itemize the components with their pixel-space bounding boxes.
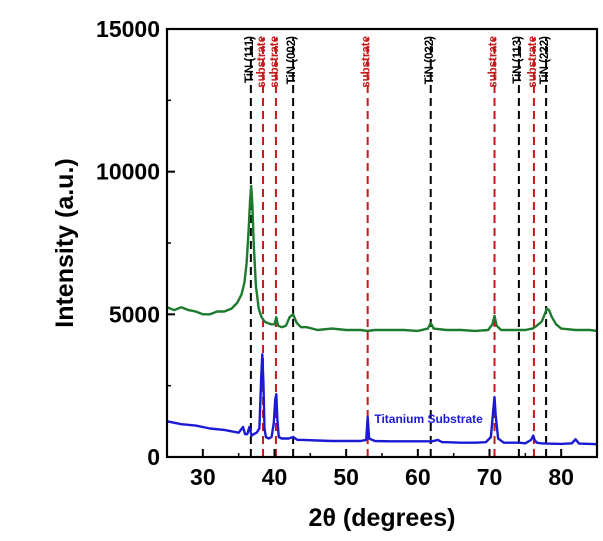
plot-frame <box>165 27 599 459</box>
x-tick-label-1: 40 <box>262 464 288 490</box>
reference-label-5: TiN (022) <box>424 36 436 85</box>
x-tick-label-5: 80 <box>548 464 574 490</box>
reference-label-1: substrate <box>256 36 268 88</box>
reference-label-8: substrate <box>527 36 539 88</box>
x-tick-label-2: 50 <box>333 464 359 490</box>
y-tick-label-2: 10000 <box>96 159 160 185</box>
titanium-substrate-annotation: Titanium Substrate <box>374 412 483 426</box>
y-tick-label-1: 5000 <box>109 301 160 327</box>
x-axis-title: 2θ (degrees) <box>309 504 456 532</box>
reference-label-4: substrate <box>361 36 373 88</box>
axes: 30 40 50 60 70 80 0 5000 10000 15000 <box>96 16 598 490</box>
x-tick-label-4: 70 <box>477 464 503 490</box>
reference-lines: TiN (111) substrate substrate TiN (002) subs… <box>244 36 551 457</box>
series-lines <box>166 184 598 446</box>
reference-label-7: TiN (113) <box>512 36 524 84</box>
x-tick-label-3: 60 <box>405 464 431 490</box>
y-tick-label-0: 0 <box>147 444 160 470</box>
series-line-0 <box>166 184 598 333</box>
reference-label-3: TiN (002) <box>286 36 298 85</box>
y-tick-label-3: 15000 <box>96 16 160 42</box>
reference-label-2: substrate <box>269 36 281 88</box>
x-tick-label-0: 30 <box>190 464 216 490</box>
reference-label-9: TiN (222) <box>539 36 551 85</box>
reference-label-6: substrate <box>488 36 500 88</box>
reference-label-0: TiN (111) <box>244 36 256 83</box>
y-axis-title: Intensity (a.u.) <box>51 158 79 327</box>
series-line-1 <box>166 353 598 446</box>
